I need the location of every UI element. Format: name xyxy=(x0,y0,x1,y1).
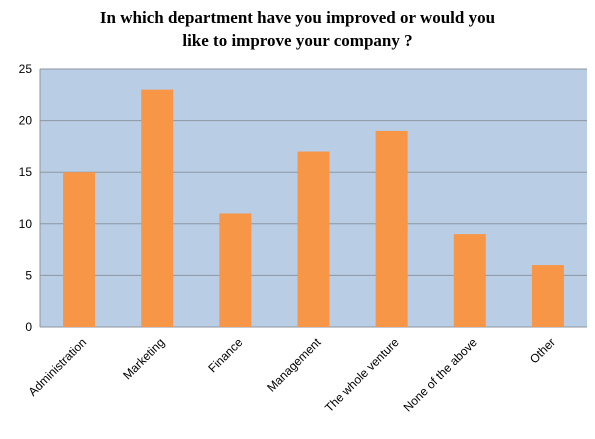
x-axis-tick-labels: Administration Marketing Finance Management… xyxy=(26,335,559,415)
x-tick-label: None of the above xyxy=(401,335,480,414)
y-tick-label: 5 xyxy=(25,268,32,282)
bar xyxy=(375,130,408,327)
x-tick-label: The whole venture xyxy=(322,335,402,415)
bars xyxy=(63,89,564,327)
bar xyxy=(297,151,330,327)
bar xyxy=(141,89,174,327)
y-tick-label: 15 xyxy=(19,165,33,179)
bar xyxy=(453,234,486,327)
x-tick-label: Marketing xyxy=(120,335,167,382)
y-tick-label: 10 xyxy=(19,217,33,231)
y-tick-label: 25 xyxy=(19,62,33,76)
y-axis-tick-labels: 0 5 10 15 20 25 xyxy=(19,62,33,334)
chart-title-line-2: like to improve your company ? xyxy=(182,31,413,50)
x-tick-label: Other xyxy=(527,335,558,366)
bar xyxy=(63,172,96,327)
bar xyxy=(531,265,564,327)
x-tick-label: Management xyxy=(264,335,324,395)
y-tick-label: 0 xyxy=(25,320,32,334)
y-tick-label: 20 xyxy=(19,114,33,128)
x-tick-label: Administration xyxy=(26,335,90,399)
x-tick-label: Finance xyxy=(205,335,245,375)
chart-title: In which department have you improved or… xyxy=(0,6,595,52)
bar xyxy=(219,213,252,327)
chart-title-line-1: In which department have you improved or… xyxy=(99,8,496,27)
